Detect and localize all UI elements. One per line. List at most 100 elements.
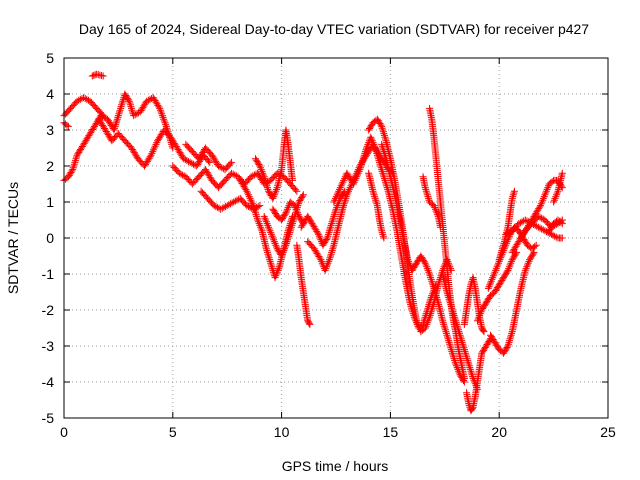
data-point [258, 167, 266, 175]
data-point [331, 194, 339, 202]
data-point [463, 355, 471, 363]
data-point [331, 196, 339, 204]
data-point [413, 317, 421, 325]
data-point [478, 306, 486, 314]
data-point [283, 207, 291, 215]
x-tick-label: 15 [383, 424, 399, 440]
data-point [558, 234, 566, 242]
data-point [446, 342, 454, 350]
data-point [380, 175, 388, 183]
data-point [353, 173, 361, 181]
data-point [329, 243, 337, 251]
data-point [370, 189, 378, 197]
data-point [464, 358, 472, 366]
data-point [149, 146, 157, 154]
data-point [413, 259, 421, 267]
data-point [278, 215, 286, 223]
data-point [263, 220, 271, 228]
data-point [440, 320, 448, 328]
data-point [306, 320, 314, 328]
data-point [465, 362, 473, 370]
data-point [125, 97, 133, 105]
data-point [220, 203, 228, 211]
data-point [297, 195, 305, 203]
data-point [379, 169, 387, 177]
data-point [509, 191, 517, 199]
data-point [261, 176, 269, 184]
data-point [473, 317, 481, 325]
data-point [114, 112, 122, 120]
data-point [419, 255, 427, 263]
data-point [491, 288, 499, 296]
data-point [230, 198, 238, 206]
data-point [486, 279, 494, 287]
data-point [270, 236, 278, 244]
data-point [466, 364, 474, 372]
data-point [527, 254, 535, 262]
data-point [271, 274, 279, 282]
data-point [451, 356, 459, 364]
data-point [355, 167, 363, 175]
data-point [530, 248, 538, 256]
data-point [228, 169, 236, 177]
data-point [71, 157, 79, 165]
data-point [360, 153, 368, 161]
data-point [281, 210, 289, 218]
data-point [508, 194, 516, 202]
data-point [254, 216, 262, 224]
data-point [339, 178, 347, 186]
data-point [495, 281, 503, 289]
data-point [118, 101, 126, 109]
data-point [270, 193, 278, 201]
data-point [71, 158, 79, 166]
data-point [428, 304, 436, 312]
data-point [450, 353, 458, 361]
data-point [336, 185, 344, 193]
data-point [522, 238, 530, 246]
data-point [75, 96, 83, 104]
data-point [379, 126, 387, 134]
data-point [378, 140, 386, 148]
data-point [373, 115, 381, 123]
y-tick-label: 4 [46, 86, 54, 102]
data-point [357, 162, 365, 170]
data-point [247, 196, 255, 204]
data-point [228, 199, 236, 207]
data-point [480, 346, 488, 354]
data-point [262, 245, 270, 253]
data-point [453, 322, 461, 330]
data-point [206, 158, 214, 166]
data-point [266, 256, 274, 264]
data-point [476, 310, 484, 318]
data-point [325, 227, 333, 235]
data-point [362, 146, 370, 154]
data-point [448, 306, 456, 314]
data-point [183, 157, 191, 165]
data-point [547, 224, 555, 232]
data-point [424, 193, 432, 201]
data-point [340, 200, 348, 208]
data-point [344, 189, 352, 197]
data-point [261, 175, 269, 183]
data-point [377, 164, 385, 172]
data-point [73, 153, 81, 161]
data-point [331, 209, 339, 217]
data-point [323, 234, 331, 242]
data-point [508, 257, 516, 265]
data-point [422, 187, 430, 195]
data-point [353, 171, 361, 179]
data-point [409, 265, 417, 273]
data-point [491, 338, 499, 346]
data-point [483, 341, 491, 349]
data-point [121, 90, 129, 98]
data-point [114, 113, 122, 121]
data-point [518, 218, 526, 226]
data-point [441, 326, 449, 334]
data-point [322, 235, 330, 243]
data-point [299, 191, 307, 199]
data-point [261, 214, 269, 222]
data-point [356, 166, 364, 174]
data-point [345, 185, 353, 193]
data-point [496, 279, 504, 287]
data-point [523, 261, 531, 269]
